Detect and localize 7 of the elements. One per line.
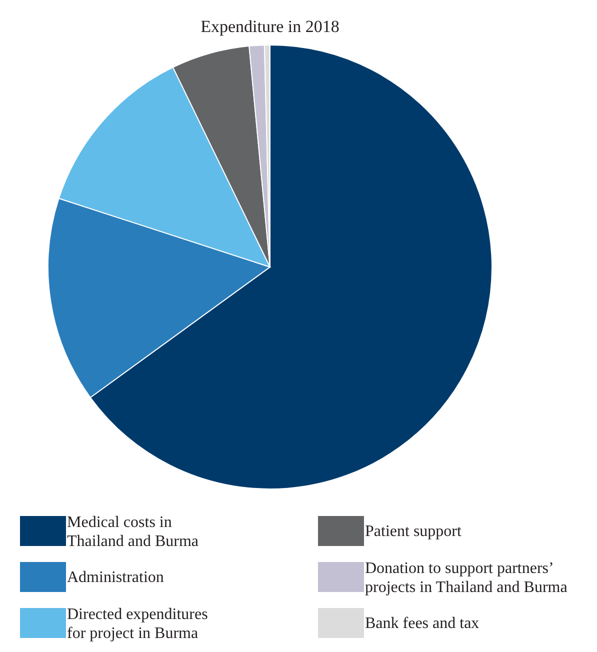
legend-label: Bank fees and tax <box>365 615 480 632</box>
legend-label: Patient support <box>365 523 462 540</box>
legend-label: Medical costs in Thailand and Burma <box>67 514 199 550</box>
chart-title: Expenditure in 2018 <box>200 17 340 36</box>
legend-label: Administration <box>67 569 164 586</box>
legend-label: Directed expenditures for project in Burma <box>67 606 208 642</box>
legend-label: Donation to support partners’ projects in Thailand and Burma <box>365 560 568 596</box>
